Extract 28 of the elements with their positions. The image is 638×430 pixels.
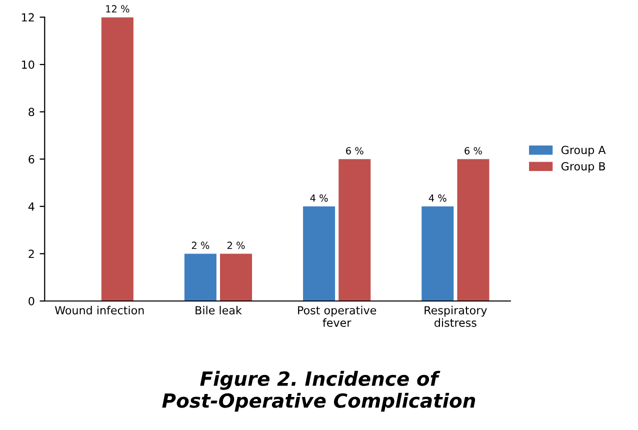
legend-label: Group A [561, 146, 606, 156]
y-tick-label: 12 [22, 13, 34, 22]
data-label: 12 % [106, 5, 130, 13]
data-label: 4 % [428, 194, 446, 202]
y-tick-label: 10 [22, 60, 34, 69]
x-tick-label: Respiratory distress [424, 306, 487, 327]
data-label: 2 % [192, 242, 210, 250]
data-label: 4 % [310, 194, 328, 202]
data-label: 6 % [464, 147, 482, 154]
x-tick-label: Bile leak [196, 306, 242, 314]
legend-label: Group B [561, 162, 606, 173]
bar [422, 206, 454, 301]
bar [338, 159, 371, 301]
y-tick-label: 6 [28, 155, 34, 164]
data-label: 2 % [227, 242, 245, 250]
bar [184, 254, 216, 301]
y-tick-label: 2 [28, 250, 34, 258]
bar [303, 206, 336, 301]
y-tick-label: 4 [28, 202, 34, 211]
bar [220, 254, 252, 301]
y-tick-label: 0 [28, 296, 34, 306]
text: Figure 2. Incidence of Post-Operative Complication [162, 370, 476, 412]
bar [457, 159, 490, 301]
x-tick-label: Post operative fever [298, 306, 376, 327]
y-tick-label: 8 [28, 108, 34, 116]
x-tick-label: Wound infection [54, 306, 144, 314]
data-label: 6 % [346, 147, 364, 154]
bar [101, 17, 134, 301]
